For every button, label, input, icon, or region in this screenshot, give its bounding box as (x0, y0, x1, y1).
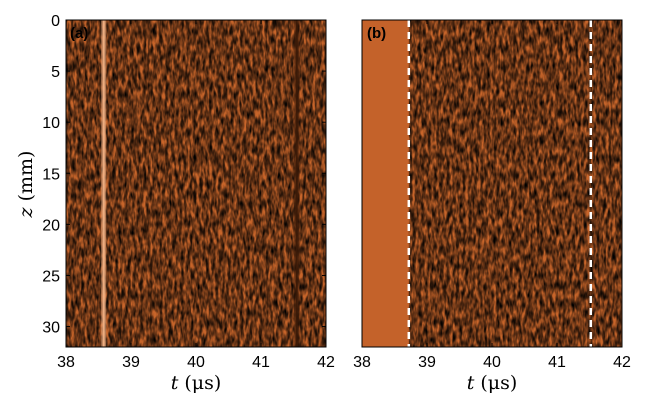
axes-a-x-ticks: 38 39 40 41 42 (57, 20, 335, 371)
heatmap-b-quiet-region (362, 20, 409, 347)
x-tick-label: 42 (317, 354, 335, 371)
y-tick-label: 0 (51, 13, 60, 30)
axes-b-x-ticks: 38 39 40 41 42 (353, 20, 631, 371)
panel-b: 38 39 40 41 42 (b) t (μs) (353, 19, 631, 394)
y-tick-label: 15 (42, 166, 60, 183)
axes-a-y-label-unit: (mm) (15, 151, 37, 208)
x-tick-label: 41 (548, 354, 566, 371)
y-tick-label: 25 (42, 268, 60, 285)
heatmap-a-vertical-features (101, 20, 300, 347)
axes-a-y-label: z (mm) (15, 151, 37, 219)
axes-a-x-label: t (μs) (171, 372, 222, 394)
panel-a-label: (a) (70, 25, 88, 42)
heatmap-a-light-speckle (66, 20, 326, 347)
axes-b-x-label-var: t (467, 372, 475, 394)
y-tick-label: 20 (42, 217, 60, 234)
x-tick-label: 39 (418, 354, 436, 371)
x-tick-label: 40 (483, 354, 501, 371)
x-tick-label: 38 (57, 354, 75, 371)
axes-b-x-label-unit: (μs) (474, 372, 517, 394)
axes-a-x-label-var: t (171, 372, 179, 394)
y-tick-label: 10 (42, 115, 60, 132)
axes-b-x-label: t (μs) (467, 372, 518, 394)
x-tick-label: 39 (122, 354, 140, 371)
x-tick-label: 41 (252, 354, 270, 371)
heatmap-b-dashed-lines (407, 20, 593, 347)
axes-a-y-ticks: 0 5 10 15 20 25 30 (42, 13, 326, 337)
x-tick-label: 42 (613, 354, 631, 371)
panel-a: 38 39 40 41 42 0 5 10 15 20 25 30 (a) t (μs) z (mm… (15, 13, 335, 394)
panel-b-label: (b) (367, 25, 386, 42)
y-tick-label: 5 (51, 64, 60, 81)
x-tick-label: 38 (353, 354, 371, 371)
axes-a-y-label-var: z (15, 206, 37, 218)
axes-a-x-label-unit: (μs) (178, 372, 221, 394)
x-tick-label: 40 (187, 354, 205, 371)
y-tick-label: 30 (42, 320, 60, 337)
